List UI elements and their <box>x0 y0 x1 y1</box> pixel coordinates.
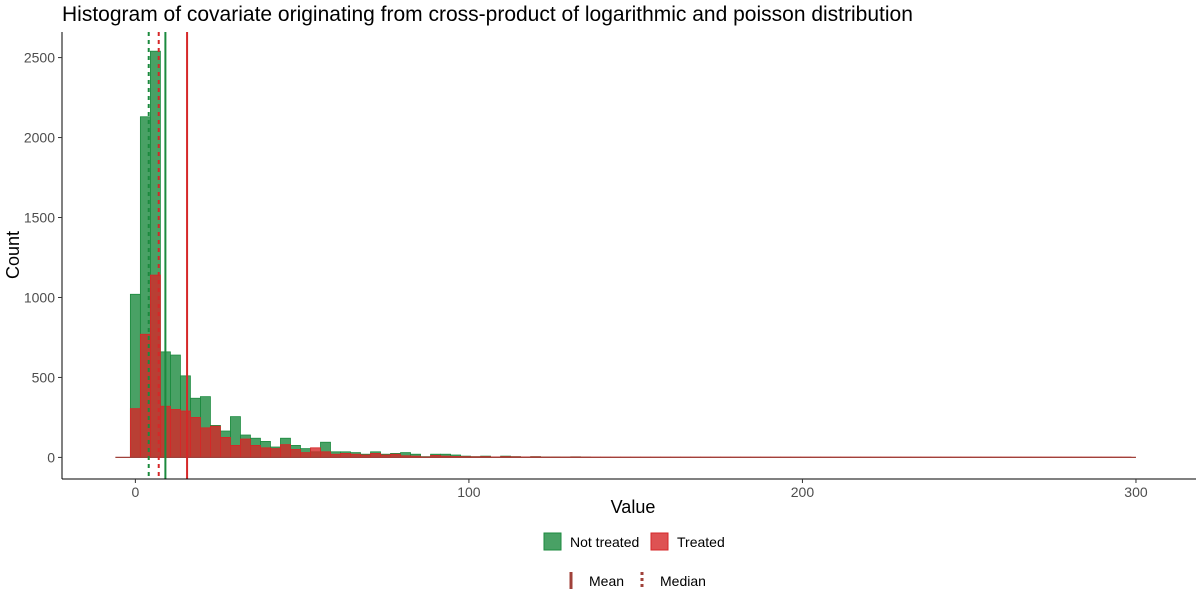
bar-treated-16 <box>290 449 301 458</box>
bar-treated-11 <box>240 438 251 458</box>
bar-treated-17 <box>300 452 311 458</box>
x-axis-title: Value <box>611 497 656 517</box>
legend-label-not-treated: Not treated <box>570 534 639 550</box>
bar-treated-9 <box>220 437 231 458</box>
bar-treated-8 <box>210 425 221 458</box>
legend-label-median: Median <box>660 573 706 589</box>
chart-title: Histogram of covariate originating from … <box>62 3 913 26</box>
bar-treated-15 <box>280 444 291 458</box>
axes: 0 100 200 300 0 500 1000 1500 2000 2500 <box>24 32 1196 500</box>
bar-treated-18 <box>310 447 321 458</box>
legend-label-mean: Mean <box>589 573 624 589</box>
legend-swatch-not-treated <box>543 532 562 551</box>
y-tick-label-1500: 1500 <box>24 210 55 226</box>
x-tick-label-0: 0 <box>131 484 139 500</box>
bar-treated-10 <box>230 445 241 458</box>
legend-label-treated: Treated <box>677 534 725 550</box>
bar-treated-13 <box>260 447 271 458</box>
reference-lines <box>147 32 189 479</box>
legend-fill: Not treated Treated <box>543 532 725 551</box>
bar-treated-19 <box>320 451 331 458</box>
legend-swatch-treated <box>650 532 669 551</box>
x-tick-label-200: 200 <box>791 484 815 500</box>
y-tick-label-500: 500 <box>32 369 56 385</box>
bar-treated-4 <box>169 409 181 458</box>
y-axis-title: Count <box>3 231 23 279</box>
y-tick-label-2500: 2500 <box>24 50 55 66</box>
plot-area <box>115 32 1136 479</box>
legend-line: Mean Median <box>569 572 706 589</box>
series-treated <box>129 274 1132 458</box>
bar-treated-12 <box>250 445 261 458</box>
y-tick-label-0: 0 <box>47 449 55 465</box>
bar-treated-6 <box>190 417 201 458</box>
series-not-treated <box>129 50 592 458</box>
bar-treated-14 <box>270 448 281 458</box>
bar-treated-2 <box>149 274 161 458</box>
x-tick-label-100: 100 <box>457 484 481 500</box>
bar-treated-5 <box>179 410 191 458</box>
y-tick-label-2000: 2000 <box>24 130 55 146</box>
bar-treated-0 <box>129 408 141 458</box>
x-tick-label-300: 300 <box>1124 484 1148 500</box>
y-axis-ticks: 0 500 1000 1500 2000 2500 <box>24 50 62 465</box>
x-axis-ticks: 0 100 200 300 <box>131 479 1148 500</box>
bar-treated-7 <box>200 427 211 458</box>
y-tick-label-1000: 1000 <box>24 289 55 305</box>
